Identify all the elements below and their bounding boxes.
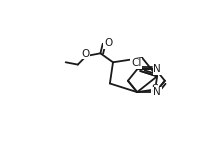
Text: O: O [104,38,112,48]
Text: N: N [153,87,161,97]
Text: Cl: Cl [131,58,141,68]
Text: S: S [152,84,159,94]
Text: N: N [153,64,161,74]
Text: O: O [81,49,89,59]
